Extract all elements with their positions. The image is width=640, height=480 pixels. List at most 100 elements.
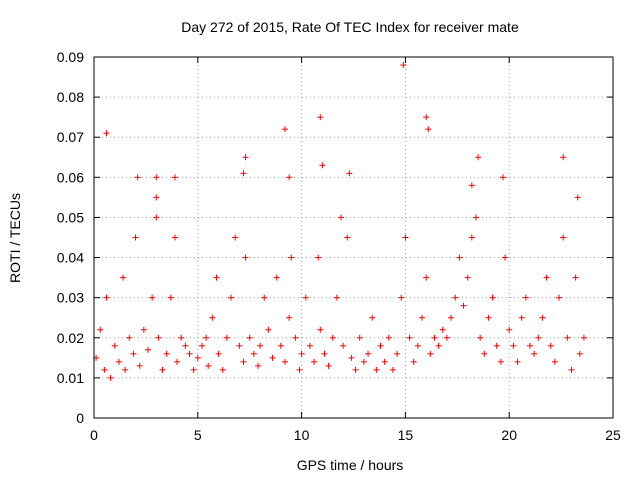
data-point (344, 234, 351, 241)
data-point (190, 366, 197, 373)
y-tick-label: 0.06 (57, 169, 84, 185)
data-point (132, 234, 139, 241)
data-point (560, 234, 567, 241)
data-point (394, 350, 401, 357)
y-axis-label: ROTI / TECUs (7, 193, 23, 283)
data-point (236, 342, 243, 349)
data-point (564, 334, 571, 341)
x-tick-label: 15 (398, 427, 414, 443)
data-point (257, 342, 264, 349)
data-point (281, 126, 288, 133)
data-point (423, 274, 430, 281)
data-point (317, 326, 324, 333)
data-point (576, 350, 583, 357)
data-point (240, 170, 247, 177)
data-point (111, 342, 118, 349)
data-point (255, 362, 262, 369)
x-tick-label: 0 (90, 427, 98, 443)
data-point (186, 350, 193, 357)
data-point (560, 154, 567, 161)
data-point (174, 358, 181, 365)
data-point (153, 174, 160, 181)
data-point (568, 366, 575, 373)
plot-frame (93, 56, 614, 419)
y-tick-label: 0.01 (57, 370, 84, 386)
axis-ticks: 0 0.01 0.02 0.03 0.04 0.05 0.06 0.07 0.08 0.09 0 5 1… (57, 49, 621, 443)
data-point (425, 126, 432, 133)
data-point (333, 294, 340, 301)
data-point (265, 326, 272, 333)
data-points (93, 62, 587, 381)
data-point (518, 314, 525, 321)
data-point (556, 294, 563, 301)
data-point (377, 342, 384, 349)
data-point (198, 342, 205, 349)
data-point (103, 294, 110, 301)
data-point (439, 326, 446, 333)
y-tick-label: 0.02 (57, 330, 84, 346)
data-point (315, 254, 322, 261)
data-point (171, 174, 178, 181)
data-point (242, 154, 249, 161)
data-point (107, 374, 114, 381)
data-point (329, 334, 336, 341)
x-tick-label: 5 (194, 427, 202, 443)
data-point (122, 366, 129, 373)
data-point (481, 350, 488, 357)
data-point (365, 350, 372, 357)
y-tick-label: 0.09 (57, 49, 84, 65)
data-point (547, 342, 554, 349)
data-point (460, 302, 467, 309)
data-point (163, 350, 170, 357)
data-point (215, 350, 222, 357)
data-point (535, 334, 542, 341)
y-tick-label: 0.05 (57, 209, 84, 225)
data-point (167, 294, 174, 301)
data-point (489, 294, 496, 301)
y-tick-label: 0.04 (57, 250, 84, 266)
data-point (240, 358, 247, 365)
y-tick-label: 0.07 (57, 129, 84, 145)
data-point (539, 314, 546, 321)
data-point (277, 342, 284, 349)
data-point (477, 334, 484, 341)
data-point (319, 162, 326, 169)
data-point (325, 362, 332, 369)
data-point (302, 294, 309, 301)
data-point (443, 334, 450, 341)
data-point (398, 294, 405, 301)
data-point (269, 354, 276, 361)
data-point (531, 350, 538, 357)
data-point (273, 274, 280, 281)
data-point (281, 358, 288, 365)
chart-title: Day 272 of 2015, Rate Of TEC Index for r… (181, 19, 519, 35)
data-point (506, 326, 513, 333)
y-tick-label: 0.08 (57, 89, 84, 105)
data-point (153, 194, 160, 201)
data-point (136, 362, 143, 369)
data-point (194, 354, 201, 361)
data-point (246, 334, 253, 341)
data-point (286, 174, 293, 181)
data-point (419, 314, 426, 321)
data-point (219, 366, 226, 373)
data-point (475, 154, 482, 161)
data-point (435, 342, 442, 349)
data-point (288, 254, 295, 261)
data-point (203, 334, 210, 341)
data-point (510, 342, 517, 349)
data-point (97, 326, 104, 333)
data-point (134, 174, 141, 181)
data-point (402, 234, 409, 241)
data-point (250, 350, 257, 357)
data-point (373, 366, 380, 373)
data-point (144, 346, 151, 353)
data-point (381, 358, 388, 365)
data-point (485, 314, 492, 321)
data-point (574, 194, 581, 201)
data-point (261, 294, 268, 301)
data-point (551, 358, 558, 365)
data-point (182, 342, 189, 349)
data-point (155, 334, 162, 341)
data-point (340, 342, 347, 349)
